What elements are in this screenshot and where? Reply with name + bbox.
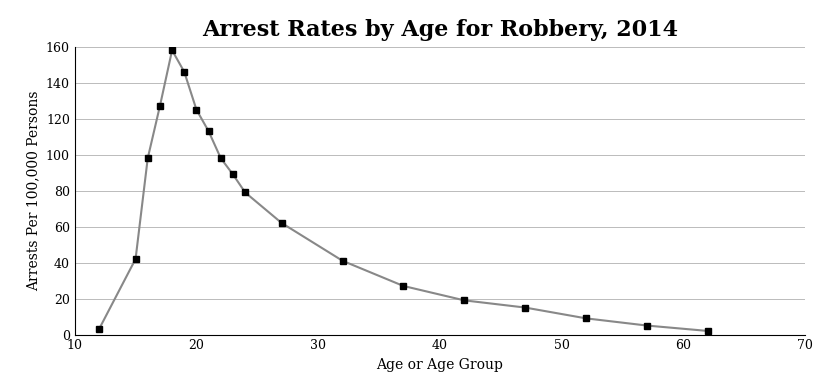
Y-axis label: Arrests Per 100,000 Persons: Arrests Per 100,000 Persons	[27, 90, 41, 291]
X-axis label: Age or Age Group: Age or Age Group	[377, 358, 503, 372]
Title: Arrest Rates by Age for Robbery, 2014: Arrest Rates by Age for Robbery, 2014	[202, 19, 678, 40]
